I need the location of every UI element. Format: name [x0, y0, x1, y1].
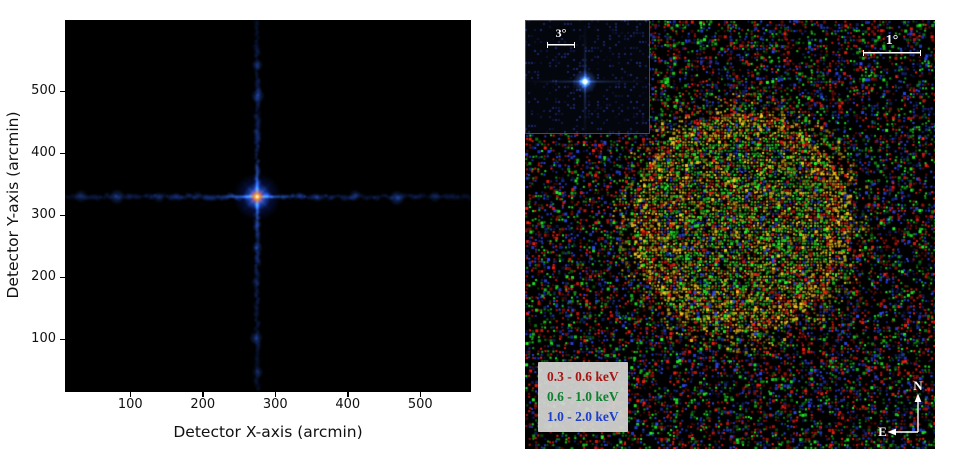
compass-north-label: N	[913, 378, 923, 393]
legend-row: 0.3 - 0.6 keV	[547, 369, 619, 384]
y-tick-mark	[60, 338, 65, 341]
compass-east-arrowhead	[887, 428, 896, 436]
y-tick-label: 100	[31, 331, 56, 347]
main-scalebar-label: 1°	[885, 33, 899, 48]
x-tick-label: 400	[335, 397, 361, 412]
y-tick-mark	[60, 214, 65, 217]
compass-east-label: E	[878, 424, 887, 439]
x-tick-label: 500	[407, 397, 433, 412]
x-tick-label: 300	[262, 397, 288, 412]
legend-row: 1.0 - 2.0 keV	[547, 409, 619, 424]
x-tick-mark	[129, 392, 131, 397]
energy-band-legend: 0.3 - 0.6 keV 0.6 - 1.0 keV 1.0 - 2.0 ke…	[538, 362, 628, 432]
x-tick-mark	[419, 392, 421, 397]
y-tick-label: 200	[31, 269, 56, 285]
inset-scalebar-line	[547, 42, 575, 48]
y-tick-label: 300	[31, 207, 56, 223]
left-panel: Detector X-axis (arcmin) Detector Y-axis…	[4, 20, 471, 441]
y-tick-mark	[60, 276, 65, 279]
main-scalebar: 1°	[863, 33, 921, 56]
y-tick-label: 500	[31, 83, 56, 99]
legend-row: 0.6 - 1.0 keV	[547, 389, 619, 404]
main-scalebar-line	[863, 50, 921, 56]
compass: N E	[878, 378, 923, 439]
y-tick-mark	[60, 90, 65, 93]
inset-scalebar: 3°	[547, 26, 575, 48]
psf-canvas	[65, 20, 471, 392]
x-tick-label: 200	[190, 397, 216, 412]
x-tick-label: 100	[117, 397, 143, 412]
x-axis-label: Detector X-axis (arcmin)	[173, 423, 363, 441]
inset-scalebar-label: 3°	[555, 26, 567, 40]
x-tick-mark	[347, 392, 349, 397]
x-tick-mark	[202, 392, 204, 397]
y-tick-mark	[60, 152, 65, 155]
x-tick-mark	[274, 392, 276, 397]
y-tick-label: 400	[31, 145, 56, 161]
compass-north-arrowhead	[914, 393, 922, 402]
right-panel: 3° 1° 0.3 - 0.6 keV 0.6 - 1.0 keV 1.0 - …	[525, 20, 935, 449]
